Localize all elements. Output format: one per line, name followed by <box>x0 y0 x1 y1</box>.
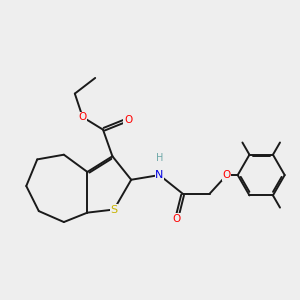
Text: O: O <box>172 214 181 224</box>
Text: H: H <box>156 153 163 163</box>
Text: O: O <box>124 115 132 125</box>
Text: O: O <box>79 112 87 122</box>
Text: N: N <box>155 170 164 180</box>
Text: O: O <box>223 170 231 180</box>
Text: S: S <box>110 205 118 214</box>
